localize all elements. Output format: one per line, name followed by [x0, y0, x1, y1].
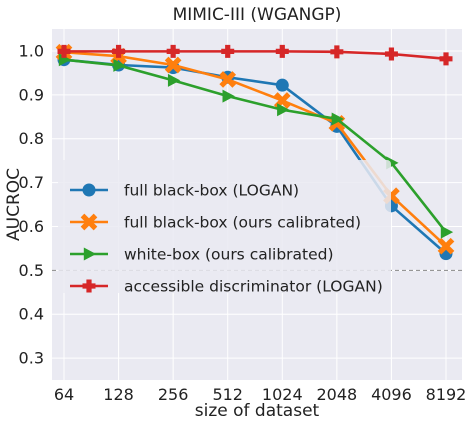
x-tick-label: 512: [212, 385, 243, 404]
data-point: [277, 103, 290, 117]
legend-marker: [83, 247, 97, 261]
x-tick-label: 256: [158, 385, 189, 404]
legend-label: full black-box (ours calibrated): [124, 214, 361, 232]
series-4: [57, 44, 453, 66]
y-axis-label: AUCROC: [4, 168, 24, 241]
legend-item: full black-box (LOGAN): [70, 182, 299, 200]
legend-marker: [82, 279, 96, 293]
x-tick-label: 64: [54, 385, 74, 404]
data-point: [164, 56, 182, 74]
x-tick-label: 2048: [316, 385, 357, 404]
legend-label: full black-box (LOGAN): [124, 182, 299, 200]
legend-box: [58, 160, 391, 293]
chart-title: MIMIC-III (WGANGP): [173, 5, 342, 25]
data-point: [275, 44, 289, 58]
data-point: [331, 112, 345, 126]
legend-item: full black-box (ours calibrated): [70, 214, 361, 232]
y-tick-label: 0.4: [19, 305, 44, 324]
data-point: [437, 237, 455, 255]
series-line: [64, 50, 447, 61]
x-tick-label: 1024: [262, 385, 303, 404]
data-point: [219, 71, 237, 88]
legend-item: accessible discriminator (LOGAN): [70, 278, 383, 296]
data-point: [439, 52, 453, 66]
x-tick-label: 4096: [371, 385, 412, 404]
data-point: [112, 44, 126, 58]
data-point: [275, 78, 289, 92]
y-ticks: 0.3 0.4 0.5 0.6 0.7 0.8 0.9 1.0: [19, 41, 44, 367]
data-point: [166, 44, 180, 58]
series-line: [63, 58, 448, 233]
y-tick-label: 0.6: [19, 217, 44, 236]
x-tick-label: 8192: [426, 385, 467, 404]
data-point: [330, 45, 344, 59]
x-tick-label: 128: [103, 385, 134, 404]
legend: full black-box (LOGAN) full black-box (ou…: [58, 160, 391, 296]
x-axis-label: size of dataset: [195, 401, 320, 421]
data-point: [167, 73, 181, 87]
y-tick-label: 1.0: [19, 41, 44, 60]
y-tick-label: 0.7: [19, 173, 44, 192]
data-point: [222, 89, 235, 103]
data-point: [57, 44, 71, 58]
data-point: [113, 58, 126, 72]
x-ticks: 64 128 256 512 1024 2048 4096 8192: [54, 385, 467, 404]
y-tick-label: 0.5: [19, 261, 44, 280]
legend-label: white-box (ours calibrated): [124, 246, 334, 264]
legend-marker: [82, 183, 96, 197]
legend-marker: [80, 213, 98, 231]
y-tick-label: 0.9: [19, 85, 44, 104]
data-point: [221, 44, 235, 58]
legend-item: white-box (ours calibrated): [70, 246, 334, 264]
data-point: [440, 225, 454, 239]
y-tick-label: 0.3: [19, 349, 44, 368]
legend-label: accessible discriminator (LOGAN): [124, 278, 383, 296]
y-tick-label: 0.8: [19, 129, 44, 148]
data-point: [384, 47, 398, 61]
